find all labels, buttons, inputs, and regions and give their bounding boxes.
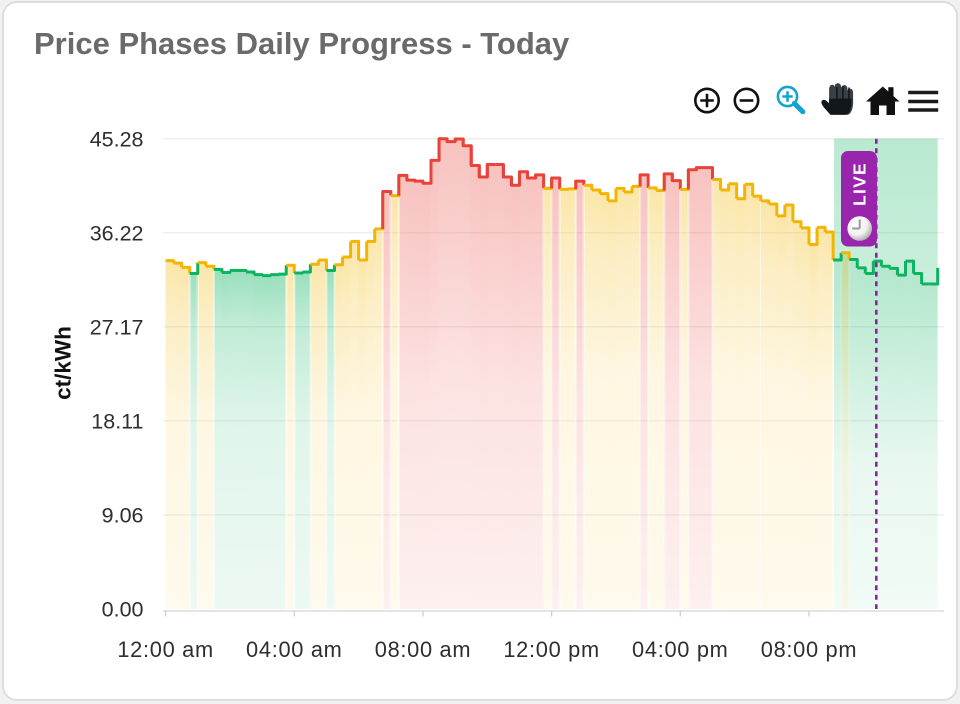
svg-text:9.06: 9.06 [102, 504, 144, 528]
svg-text:LIVE: LIVE [850, 162, 870, 206]
svg-text:08:00 am: 08:00 am [375, 637, 471, 662]
svg-text:0.00: 0.00 [102, 598, 144, 622]
svg-text:45.28: 45.28 [90, 127, 144, 151]
svg-text:ct/kWh: ct/kWh [51, 326, 76, 400]
svg-text:04:00 pm: 04:00 pm [632, 637, 728, 662]
svg-text:04:00 am: 04:00 am [246, 637, 342, 662]
svg-text:36.22: 36.22 [90, 221, 144, 245]
svg-text:12:00 pm: 12:00 pm [503, 637, 599, 662]
svg-text:27.17: 27.17 [90, 315, 144, 339]
svg-text:12:00 am: 12:00 am [117, 637, 213, 662]
svg-text:18.11: 18.11 [91, 410, 143, 434]
svg-text:08:00 pm: 08:00 pm [761, 637, 857, 662]
